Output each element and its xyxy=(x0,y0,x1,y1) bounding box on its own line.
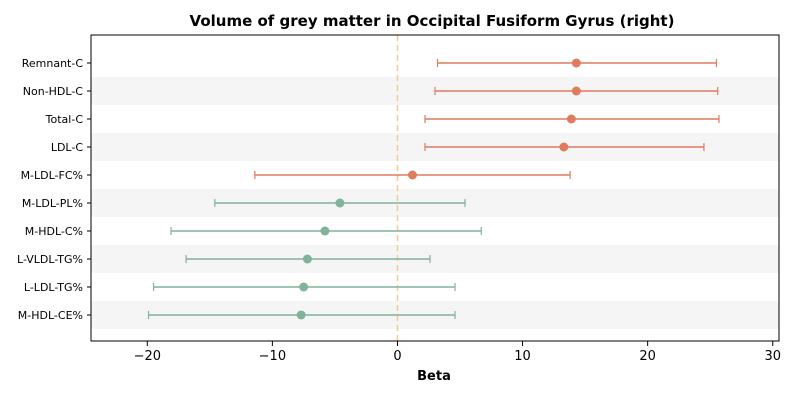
chart-title: Volume of grey matter in Occipital Fusif… xyxy=(190,12,675,30)
y-tick-label: M-HDL-CE% xyxy=(18,309,83,322)
x-tick-label: 0 xyxy=(393,349,401,364)
point-estimate xyxy=(296,310,306,320)
estimate-row xyxy=(424,142,705,152)
point-estimate xyxy=(320,226,330,236)
point-estimate xyxy=(299,282,309,292)
x-tick-label: −20 xyxy=(134,349,161,364)
estimate-row xyxy=(170,226,482,236)
estimate-row xyxy=(254,170,571,180)
y-tick-label: LDL-C xyxy=(51,141,84,154)
x-tick-label: 20 xyxy=(639,349,656,364)
y-tick-label: M-LDL-PL% xyxy=(22,197,83,210)
estimate-row xyxy=(185,254,431,264)
estimate-row xyxy=(436,58,718,68)
plot-frame xyxy=(90,34,780,342)
y-tick-label: L-LDL-TG% xyxy=(24,281,83,294)
estimate-row xyxy=(424,114,720,124)
point-estimate xyxy=(407,170,417,180)
x-tick-label: 10 xyxy=(514,349,531,364)
point-estimate xyxy=(566,114,576,124)
y-tick-label: Non-HDL-C xyxy=(23,85,84,98)
point-estimate xyxy=(559,142,569,152)
estimate-row xyxy=(147,310,456,320)
y-tick-label: M-LDL-FC% xyxy=(21,169,83,182)
y-tick-label: M-HDL-C% xyxy=(25,225,83,238)
y-tick-label: Total-C xyxy=(45,113,84,126)
point-estimate xyxy=(571,58,581,68)
x-tick-label: −10 xyxy=(259,349,286,364)
point-estimate xyxy=(571,86,581,96)
y-tick-label: Remnant-C xyxy=(22,57,84,70)
estimate-row xyxy=(434,86,719,96)
x-axis-label: Beta xyxy=(417,369,451,384)
point-estimate xyxy=(302,254,312,264)
estimate-row xyxy=(214,198,466,208)
estimate-row xyxy=(152,282,456,292)
y-tick-label: L-VLDL-TG% xyxy=(17,253,83,266)
point-estimate xyxy=(335,198,345,208)
x-tick-label: 30 xyxy=(764,349,781,364)
